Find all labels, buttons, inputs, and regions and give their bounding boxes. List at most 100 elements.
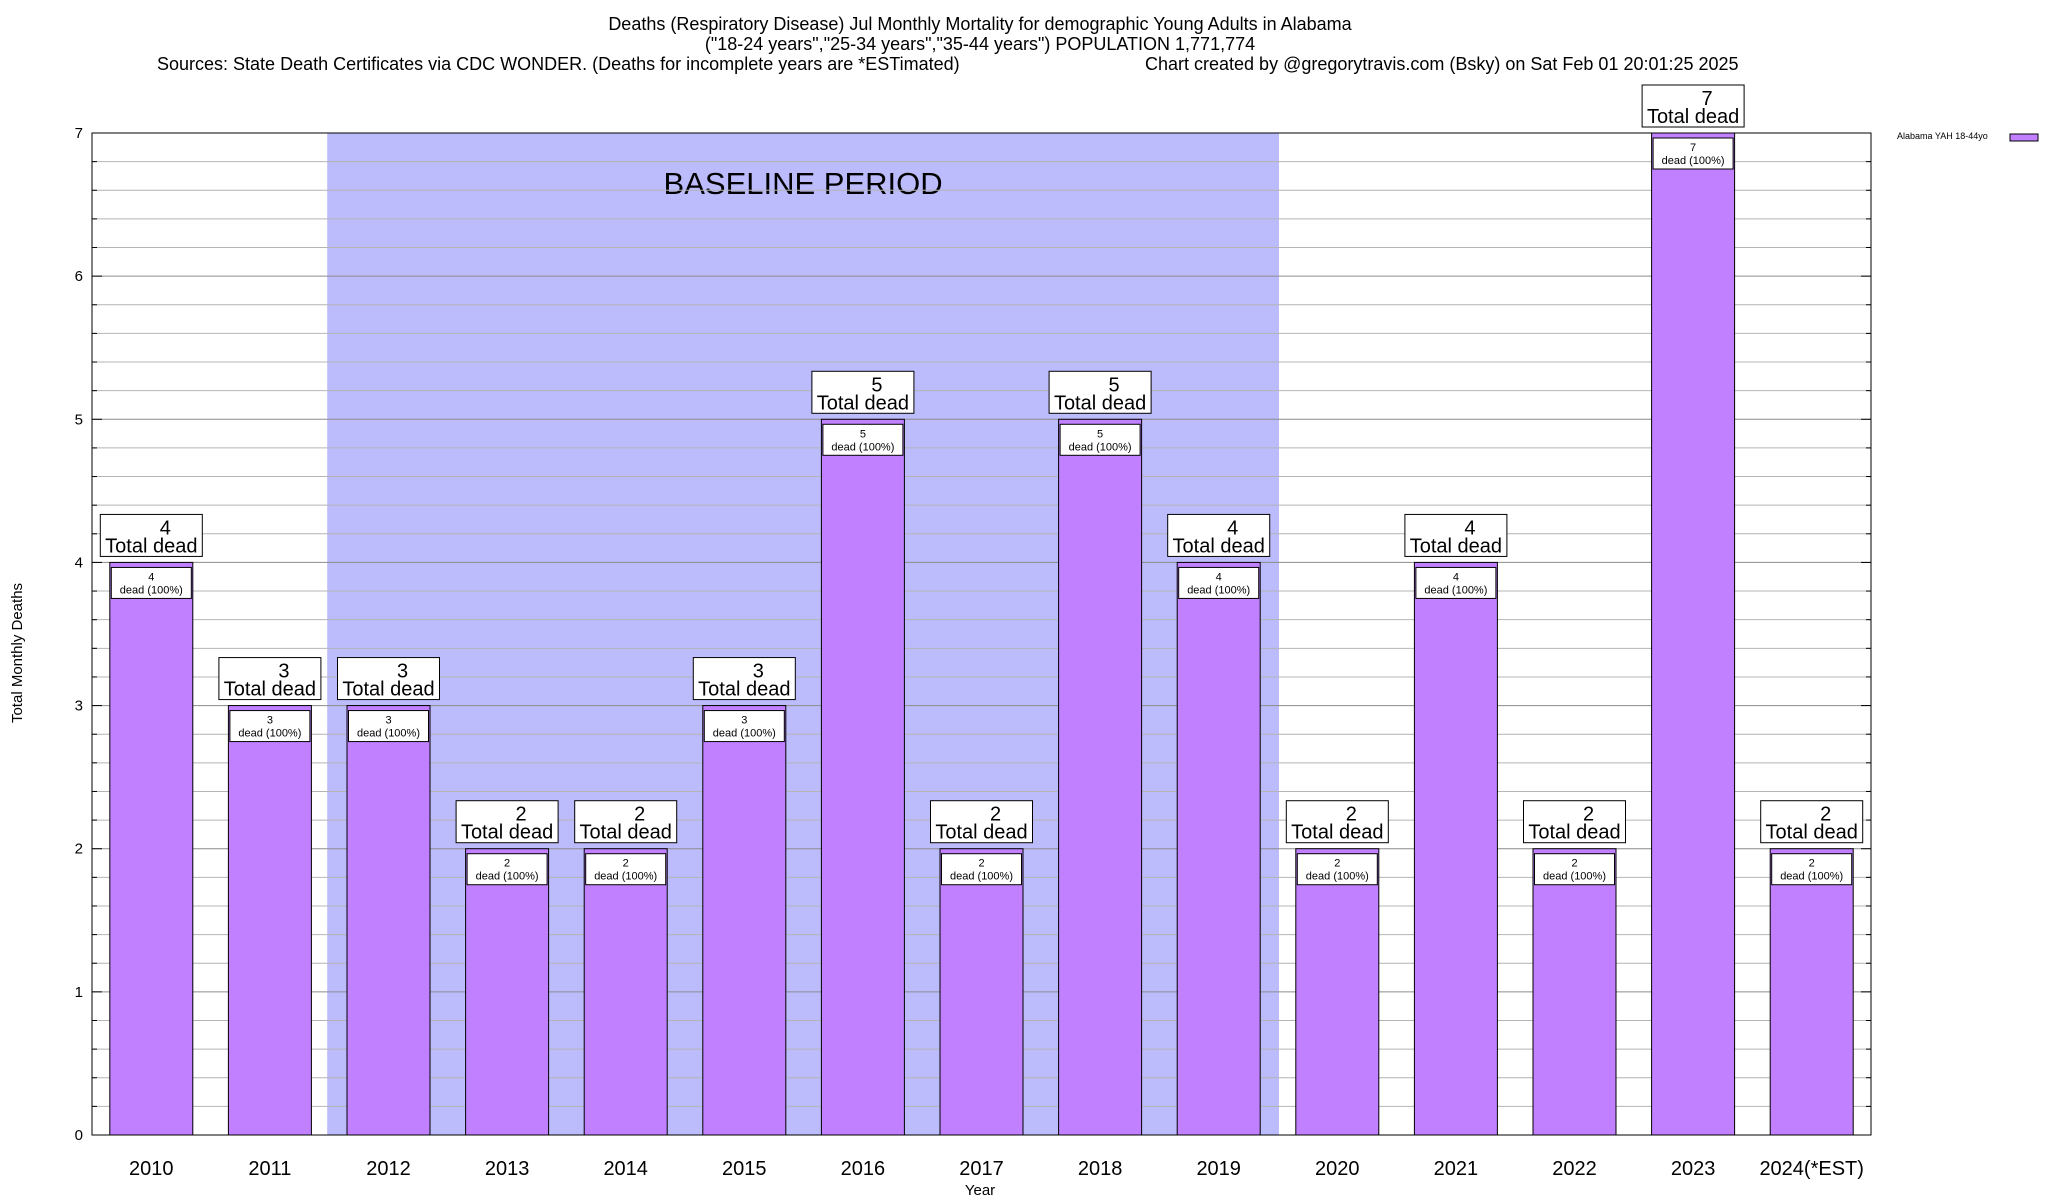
bar-2021 <box>1413 561 1498 1136</box>
segment-label-text: dead (100%) <box>357 728 420 740</box>
total-label-box <box>218 657 322 701</box>
total-label-value: 2 <box>990 804 1001 826</box>
segment-label-value: 3 <box>267 715 273 727</box>
total-label-text: Total dead <box>1528 822 1620 844</box>
total-label-value: 3 <box>397 661 408 683</box>
total-label-box <box>930 800 1033 844</box>
total-label-box <box>455 800 559 844</box>
bar-2016 <box>820 418 905 1136</box>
total-label-text: Total dead <box>1647 106 1739 128</box>
segment-label-text: dead (100%) <box>950 871 1013 883</box>
y-tick-label: 1 <box>75 984 83 1001</box>
segment-label-box <box>348 710 429 743</box>
segment-label-text: dead (100%) <box>238 728 301 740</box>
x-tick-label: 2018 <box>1078 1158 1123 1180</box>
segment-label-box <box>1771 853 1853 886</box>
total-label-text: Total dead <box>1054 392 1146 414</box>
segment-label-box <box>1415 566 1497 599</box>
segment-label-value: 2 <box>623 858 629 870</box>
y-tick-label: 7 <box>75 125 83 142</box>
segment-label-value: 4 <box>1216 571 1222 583</box>
total-label-text: Total dead <box>1173 535 1265 557</box>
segment-label-box <box>1059 423 1141 456</box>
x-tick-label: 2019 <box>1196 1158 1241 1180</box>
segment-label-box <box>1534 853 1615 886</box>
total-label-box <box>337 657 440 701</box>
total-label-box <box>692 657 796 701</box>
x-tick-label: 2021 <box>1434 1158 1479 1180</box>
bar-2019 <box>1176 561 1261 1136</box>
legend-swatch <box>2009 133 2039 142</box>
bar-2014 <box>583 848 668 1136</box>
plot-frame-group <box>91 132 1872 1136</box>
total-label-box <box>1641 84 1745 128</box>
y-tick-label: 5 <box>75 411 83 428</box>
segment-label-text: dead (100%) <box>831 441 894 453</box>
total-label-box <box>1285 800 1389 844</box>
segment-label-text: dead (100%) <box>1187 584 1250 596</box>
total-label-text: Total dead <box>1410 535 1502 557</box>
segment-label-box <box>110 566 192 599</box>
x-tick-label: 2010 <box>129 1158 174 1180</box>
segment-label-box <box>941 853 1022 886</box>
segment-label-value: 2 <box>978 858 984 870</box>
x-tick-label: 2014 <box>603 1158 648 1180</box>
segment-label-box <box>1652 137 1734 170</box>
bar-2011 <box>227 705 312 1136</box>
bar-2010 <box>109 561 194 1136</box>
segment-label-text: dead (100%) <box>1424 584 1487 596</box>
segment-label-text: dead (100%) <box>1306 871 1369 883</box>
segment-label-value: 7 <box>1690 142 1696 154</box>
segment-label-text: dead (100%) <box>1069 441 1132 453</box>
total-label-value: 2 <box>1820 804 1831 826</box>
total-label-box <box>1523 800 1626 844</box>
bar-2013 <box>465 848 550 1136</box>
x-tick-label: 2024(*EST) <box>1759 1158 1864 1180</box>
y-tick-label: 4 <box>75 554 83 571</box>
x-tick-label: 2020 <box>1315 1158 1360 1180</box>
x-axis-label: Year <box>965 1182 995 1199</box>
total-label-box <box>574 800 678 844</box>
total-label-value: 3 <box>278 661 289 683</box>
y-tick-label: 6 <box>75 268 83 285</box>
total-label-box <box>1760 800 1864 844</box>
segment-label-box <box>466 853 548 886</box>
legend: Alabama YAH 18-44yo <box>1897 131 2039 142</box>
segment-label-text: dead (100%) <box>1662 155 1725 167</box>
segment-label-value: 2 <box>504 858 510 870</box>
segment-label-value: 3 <box>385 715 391 727</box>
total-label-box <box>1167 513 1271 557</box>
total-label-value: 7 <box>1702 88 1713 110</box>
segment-label-text: dead (100%) <box>120 584 183 596</box>
x-tick-label: 2016 <box>841 1158 886 1180</box>
segment-label-value: 2 <box>1571 858 1577 870</box>
bar-2024(*EST) <box>1769 848 1854 1136</box>
total-label-text: Total dead <box>817 392 909 414</box>
total-label-value: 4 <box>1464 517 1475 539</box>
baseline-period-label: BASELINE PERIOD <box>664 166 943 201</box>
segment-label-text: dead (100%) <box>1780 871 1843 883</box>
total-label-value: 2 <box>634 804 645 826</box>
x-tick-label: 2011 <box>248 1158 291 1180</box>
total-label-value: 2 <box>1583 804 1594 826</box>
chart-title-line-1: Deaths (Respiratory Disease) Jul Monthly… <box>608 14 1352 34</box>
segment-label-box <box>703 710 785 743</box>
total-label-value: 5 <box>871 374 882 396</box>
segment-label-value: 3 <box>741 715 747 727</box>
segment-label-value: 2 <box>1809 858 1815 870</box>
bar-2022 <box>1532 848 1617 1136</box>
y-tick-label: 2 <box>75 841 83 858</box>
segment-label-box <box>822 423 904 456</box>
total-label-value: 3 <box>753 661 764 683</box>
x-tick-label: 2022 <box>1552 1158 1597 1180</box>
bar-2012 <box>346 705 431 1136</box>
segment-label-text: dead (100%) <box>713 728 776 740</box>
total-label-text: Total dead <box>105 535 197 557</box>
total-label-text: Total dead <box>224 679 316 701</box>
total-label-box <box>811 370 915 414</box>
total-label-value: 4 <box>160 517 171 539</box>
x-tick-label: 2017 <box>959 1158 1004 1180</box>
x-tick-label: 2015 <box>722 1158 767 1180</box>
chart-title-line-2: ("18-24 years","25-34 years","35-44 year… <box>705 34 1255 54</box>
